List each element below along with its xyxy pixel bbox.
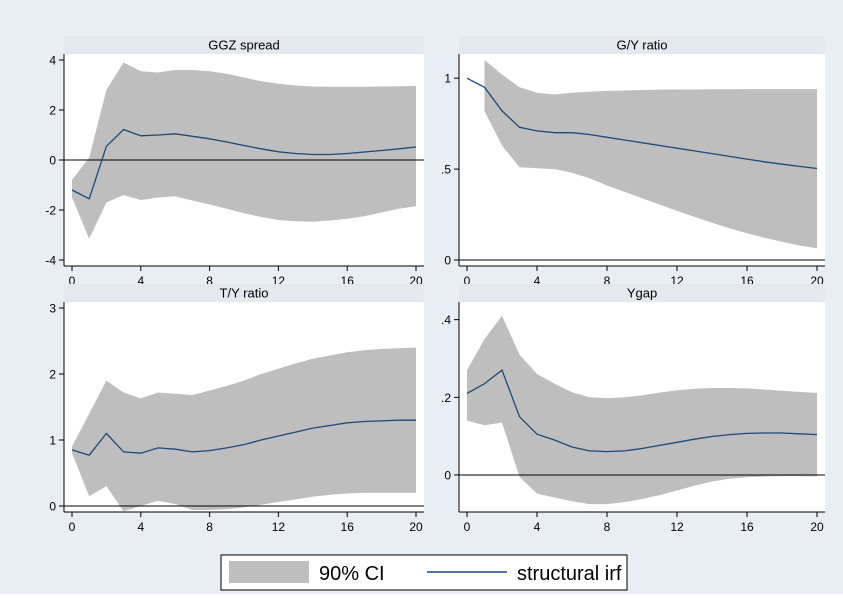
y-tick-label: 0 [444, 254, 451, 268]
y-tick-label: 4 [49, 54, 56, 68]
legend-irf-label: structural irf [517, 563, 622, 585]
x-tick-label: 4 [534, 520, 541, 534]
irf-line [466, 77, 818, 170]
y-tick-label: 2 [49, 368, 56, 382]
legend: 90% CI structural irf [220, 554, 628, 591]
ci-band [72, 347, 416, 512]
x-tick-label: 0 [464, 520, 471, 534]
x-tick-label: 12 [670, 520, 684, 534]
x-tick-label: 4 [534, 274, 541, 288]
y-tick-label: 0 [444, 468, 451, 482]
panel-title-strip [64, 36, 424, 54]
ci-band [484, 60, 817, 249]
y-tick-label: 0 [49, 500, 56, 514]
y-tick-label: 1 [49, 434, 56, 448]
y-tick-label: 3 [49, 302, 56, 316]
x-tick-label: 0 [69, 274, 76, 288]
panel-title-strip [459, 36, 825, 54]
y-tick-label: -2 [45, 204, 56, 218]
legend-ci-label: 90% CI [319, 563, 385, 585]
x-tick-label: 8 [206, 274, 213, 288]
x-tick-label: 4 [137, 274, 144, 288]
x-tick-label: 4 [137, 520, 144, 534]
y-tick-label: 0 [49, 154, 56, 168]
x-tick-label: 8 [206, 520, 213, 534]
x-tick-label: 0 [69, 520, 76, 534]
y-tick-label: .2 [441, 391, 451, 405]
y-tick-label: 2 [49, 104, 56, 118]
panel-title-strip [459, 284, 825, 302]
y-tick-label: 1 [444, 72, 451, 86]
x-tick-label: 20 [409, 520, 423, 534]
x-tick-label: 12 [272, 520, 286, 534]
panel-title: G/Y ratio [616, 38, 667, 53]
y-tick-label: .5 [441, 163, 451, 177]
panel-title: Ygap [627, 286, 657, 301]
x-tick-label: 20 [810, 520, 824, 534]
irf-line [71, 419, 416, 456]
irf-line [71, 128, 417, 200]
x-tick-label: 8 [604, 274, 611, 288]
ci-band [467, 315, 817, 505]
irf-line [466, 369, 818, 453]
y-tick-label: -4 [45, 254, 56, 268]
panel-title-strip [64, 284, 424, 302]
ci-band [72, 62, 416, 239]
x-tick-label: 8 [604, 520, 611, 534]
y-tick-label: .4 [441, 313, 451, 327]
panel-4: Ygap 0 .2 .4 0 4 8 12 16 20 [441, 284, 825, 534]
x-tick-label: 0 [464, 274, 471, 288]
x-tick-label: 16 [341, 520, 355, 534]
x-tick-label: 16 [740, 520, 754, 534]
panel-title: T/Y ratio [220, 286, 269, 301]
legend-ci-swatch [229, 561, 309, 583]
panel-title: GGZ spread [208, 38, 280, 53]
